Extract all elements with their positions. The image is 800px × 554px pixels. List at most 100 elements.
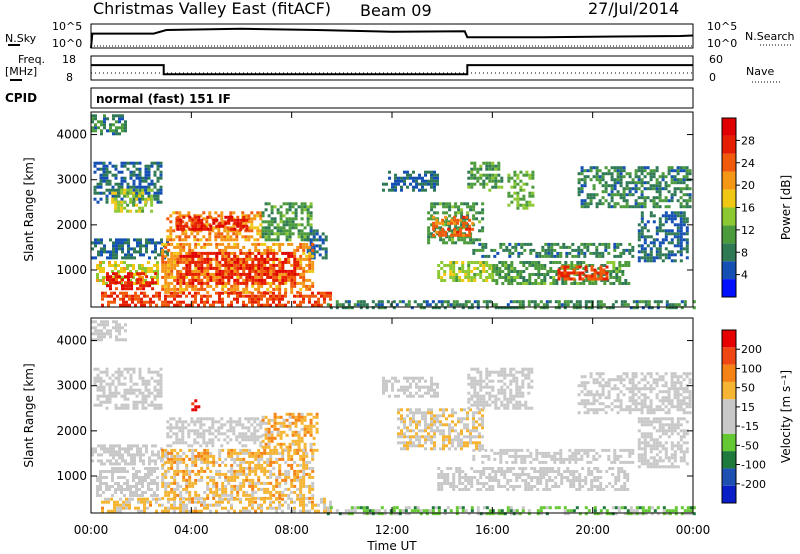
power-cell <box>679 178 683 182</box>
power-cell <box>485 161 489 165</box>
velocity-cell <box>247 420 251 424</box>
power-cell <box>223 226 227 230</box>
power-cell <box>557 268 561 272</box>
velocity-cell <box>300 415 304 419</box>
power-cell <box>484 242 488 246</box>
power-cell <box>679 169 683 173</box>
velocity-cell <box>164 475 168 479</box>
velocity-cell <box>182 472 186 476</box>
power-cell <box>273 205 277 209</box>
velocity-cell <box>188 490 192 494</box>
power-cell <box>434 303 438 307</box>
velocity-cell <box>147 467 150 470</box>
power-cell <box>525 182 529 186</box>
power-cell <box>117 194 121 198</box>
power-cell <box>203 257 207 261</box>
power-cell <box>242 269 246 273</box>
power-cell <box>151 238 154 242</box>
power-cell <box>145 241 148 245</box>
power-cell <box>494 176 498 180</box>
power-cell <box>159 161 163 165</box>
power-cell <box>130 247 133 251</box>
power-cell <box>208 238 212 242</box>
velocity-cell <box>218 448 222 452</box>
power-cell <box>604 199 608 203</box>
power-cell <box>528 276 532 279</box>
power-cell <box>144 191 148 195</box>
power-cell <box>260 254 264 258</box>
power-cell <box>463 202 467 206</box>
power-cell <box>233 287 237 291</box>
power-cell <box>233 266 237 270</box>
power-cell <box>138 161 142 165</box>
velocity-cell <box>196 432 200 436</box>
power-cell <box>537 276 541 279</box>
power-cell <box>167 284 171 288</box>
velocity-cell <box>114 376 118 380</box>
power-cell <box>251 300 254 304</box>
velocity-cell <box>91 447 94 451</box>
power-cell <box>257 290 261 294</box>
power-cell <box>194 291 197 295</box>
power-cell <box>607 205 611 209</box>
power-cell <box>167 300 170 304</box>
power-cell <box>594 282 598 285</box>
cpid-mode: normal (fast) 151 IF <box>96 92 231 106</box>
velocity-cell <box>302 460 306 464</box>
velocity-cell <box>99 379 103 383</box>
velocity-cell <box>135 494 138 497</box>
power-cell <box>227 221 231 225</box>
power-cell <box>99 176 103 180</box>
power-cell <box>472 248 476 252</box>
power-cell <box>682 187 686 191</box>
velocity-cell <box>291 439 295 443</box>
power-cell <box>504 261 508 264</box>
power-cell <box>590 265 594 269</box>
power-cell <box>182 291 185 295</box>
power-cell <box>272 287 276 291</box>
power-cell <box>531 176 535 180</box>
power-cell <box>315 244 319 248</box>
power-cell <box>178 235 182 239</box>
power-cell <box>545 303 549 307</box>
power-cell <box>176 263 180 267</box>
power-cell <box>296 266 300 270</box>
velocity-cell <box>126 403 130 407</box>
power-cell <box>144 173 148 177</box>
velocity-cell <box>96 394 100 398</box>
velocity-cell <box>227 448 231 452</box>
velocity-cell <box>209 460 213 464</box>
power-cell <box>179 281 183 285</box>
power-cell <box>516 206 520 210</box>
power-cell <box>182 275 186 279</box>
power-cell <box>251 297 254 301</box>
freq-label-2: [MHz] <box>5 65 38 78</box>
power-cell <box>661 172 665 176</box>
power-cell <box>491 164 495 168</box>
velocity-cell <box>135 406 139 410</box>
power-cell <box>401 300 405 304</box>
power-cell <box>497 164 501 168</box>
power-cell <box>270 211 274 215</box>
power-cell <box>164 281 168 285</box>
power-cell <box>475 217 479 221</box>
velocity-cell <box>257 487 261 491</box>
power-cell <box>118 120 121 124</box>
velocity-cell <box>309 442 313 446</box>
power-cell <box>622 196 626 200</box>
power-cell <box>153 182 157 186</box>
velocity-cell <box>179 490 183 494</box>
power-cell <box>306 211 310 215</box>
power-cell <box>224 254 228 258</box>
power-cell <box>123 270 126 273</box>
power-cell <box>236 278 240 282</box>
power-cell <box>294 211 298 215</box>
power-cell <box>475 238 479 242</box>
power-cell <box>159 170 163 174</box>
power-cell <box>230 215 234 219</box>
power-cell <box>142 284 146 288</box>
power-cell <box>459 230 463 234</box>
power-cell <box>227 269 231 273</box>
power-cell <box>459 218 463 222</box>
power-cell <box>685 205 689 209</box>
